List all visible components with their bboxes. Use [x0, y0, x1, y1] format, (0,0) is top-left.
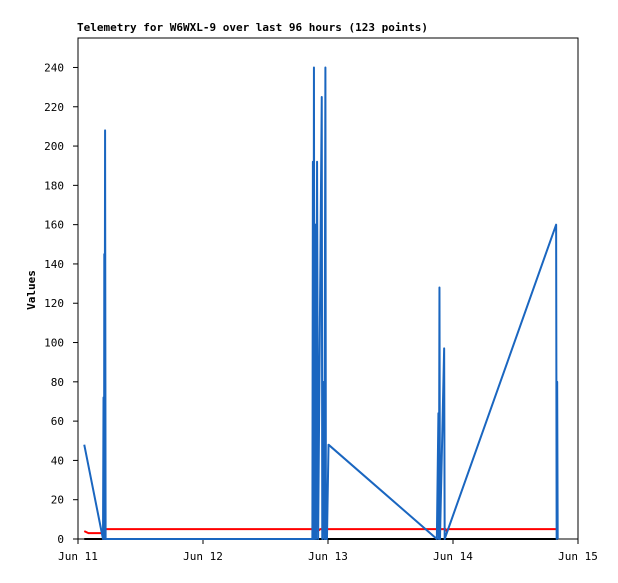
- y-tick-label: 140: [44, 258, 64, 271]
- y-tick-label: 180: [44, 179, 64, 192]
- y-tick-label: 60: [51, 415, 64, 428]
- y-tick-label: 20: [51, 494, 64, 507]
- x-tick-label: Jun 12: [183, 550, 223, 563]
- x-tick-label: Jun 14: [433, 550, 473, 563]
- y-tick-label: 200: [44, 140, 64, 153]
- y-tick-label: 100: [44, 337, 64, 350]
- y-tick-label: 160: [44, 219, 64, 232]
- y-tick-label: 220: [44, 101, 64, 114]
- y-axis-label: Values: [25, 270, 38, 310]
- chart-title: Telemetry for W6WXL-9 over last 96 hours…: [77, 21, 428, 34]
- series-line: [83, 528, 557, 535]
- y-tick-label: 120: [44, 297, 64, 310]
- x-tick-label: Jun 15: [558, 550, 598, 563]
- y-tick-label: 240: [44, 61, 64, 74]
- y-tick-label: 0: [57, 533, 64, 546]
- x-tick-label: Jun 11: [58, 550, 98, 563]
- y-tick-label: 40: [51, 454, 64, 467]
- y-tick-label: 80: [51, 376, 64, 389]
- series-line: [83, 66, 559, 540]
- x-tick-label: Jun 13: [308, 550, 348, 563]
